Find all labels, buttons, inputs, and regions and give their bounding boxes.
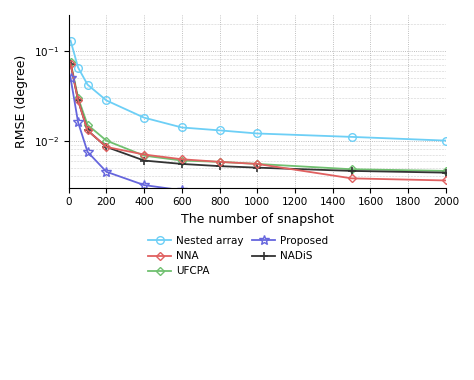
Y-axis label: RMSE (degree): RMSE (degree)	[15, 55, 28, 148]
NNA	[349, 176, 355, 180]
Nested array	[85, 82, 91, 87]
Nested array	[179, 125, 185, 130]
UFCPA	[68, 60, 73, 64]
Proposed	[85, 150, 91, 154]
UFCPA	[103, 138, 109, 143]
NNA	[179, 157, 185, 162]
Line: NNA: NNA	[67, 60, 449, 184]
NNA	[103, 145, 109, 149]
Line: NADiS: NADiS	[66, 59, 450, 177]
Nested array	[103, 98, 109, 103]
Line: Nested array: Nested array	[67, 37, 450, 144]
Line: UFCPA: UFCPA	[67, 59, 449, 174]
NNA	[85, 128, 91, 133]
Legend: Nested array, NNA, UFCPA, Proposed, NADiS: Nested array, NNA, UFCPA, Proposed, NADi…	[143, 231, 334, 282]
Nested array	[141, 116, 147, 120]
Nested array	[75, 65, 81, 70]
NADiS	[255, 165, 260, 170]
NADiS	[349, 169, 355, 173]
NADiS	[217, 164, 222, 168]
Proposed	[255, 194, 260, 199]
Nested array	[443, 138, 449, 143]
Proposed	[141, 183, 147, 187]
NADiS	[443, 170, 449, 175]
X-axis label: The number of snapshot: The number of snapshot	[181, 213, 334, 226]
NNA	[443, 178, 449, 183]
NNA	[255, 162, 260, 166]
Nested array	[255, 131, 260, 136]
UFCPA	[217, 160, 222, 164]
UFCPA	[141, 154, 147, 158]
UFCPA	[443, 169, 449, 173]
UFCPA	[255, 162, 260, 166]
NNA	[217, 160, 222, 164]
Line: Proposed: Proposed	[66, 73, 451, 208]
NADiS	[103, 145, 109, 149]
UFCPA	[179, 158, 185, 163]
Proposed	[75, 120, 81, 125]
Nested array	[217, 128, 222, 133]
NADiS	[85, 128, 91, 133]
UFCPA	[349, 167, 355, 171]
NADiS	[179, 162, 185, 166]
Proposed	[68, 76, 73, 80]
NNA	[141, 152, 147, 157]
UFCPA	[75, 95, 81, 100]
NADiS	[68, 61, 73, 66]
NADiS	[75, 98, 81, 103]
NNA	[68, 61, 73, 66]
NADiS	[141, 158, 147, 163]
Nested array	[68, 38, 73, 43]
Proposed	[349, 197, 355, 202]
Proposed	[179, 188, 185, 193]
Proposed	[443, 201, 449, 206]
Proposed	[217, 191, 222, 195]
NNA	[75, 98, 81, 103]
Nested array	[349, 135, 355, 139]
Proposed	[103, 169, 109, 174]
UFCPA	[85, 122, 91, 127]
